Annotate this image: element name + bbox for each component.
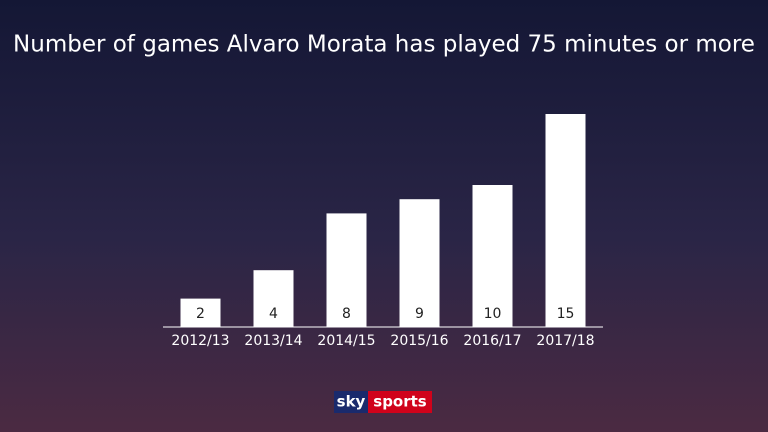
logo-sports-box [368,391,432,413]
value-label: 2 [196,306,205,322]
x-tick-label: 2017/18 [536,333,594,349]
logo: sky sports [334,391,432,413]
bar [253,270,294,327]
x-tick-label: 2012/13 [171,333,229,349]
logo-sky-box [334,391,368,413]
logo-sky: sky [337,393,366,411]
logo-sports: sports [373,393,427,411]
bar [472,185,513,327]
x-tick-label: 2013/14 [244,333,302,349]
value-label: 4 [269,306,278,322]
value-label: 8 [342,306,351,322]
bar [180,298,221,327]
x-tick-label: 2014/15 [317,333,375,349]
chart-title: Number of games Alvaro Morata has played… [13,32,755,58]
bar [326,213,367,327]
value-label: 15 [557,306,575,322]
bar [399,199,440,327]
x-tick-label: 2016/17 [463,333,521,349]
x-tick-label: 2015/16 [390,333,448,349]
value-label: 10 [484,306,502,322]
bar [545,114,586,327]
value-label: 9 [415,306,424,322]
